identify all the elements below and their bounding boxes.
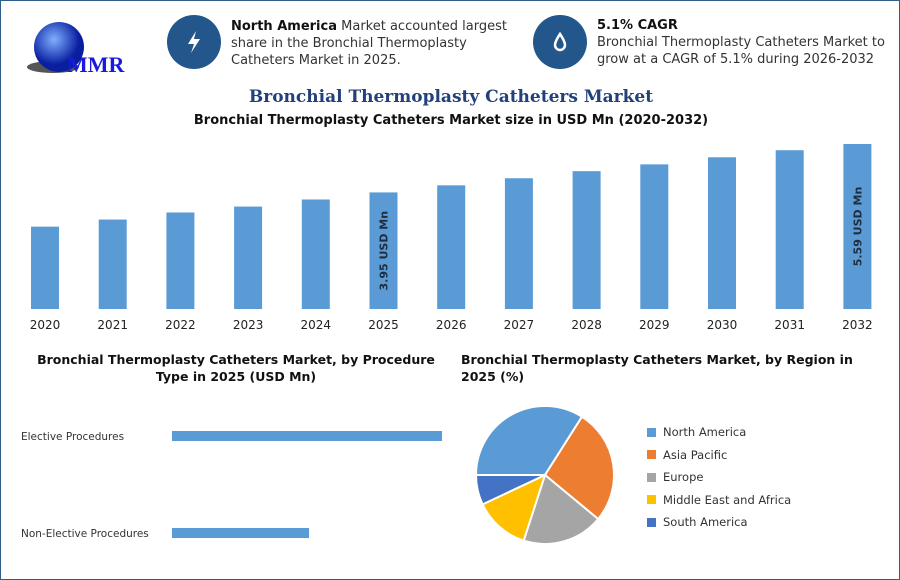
legend-label: South America	[663, 515, 748, 530]
bar-2032	[843, 144, 872, 309]
region-chart-title: Bronchial Thermoplasty Catheters Market,…	[461, 352, 853, 384]
legend-item: Europe	[647, 466, 791, 489]
x-tick-label: 2023	[233, 318, 264, 332]
pie-slice-europe	[522, 473, 600, 545]
bar-2025	[369, 192, 398, 309]
drop-icon	[553, 31, 567, 52]
x-tick-label: 2022	[165, 318, 196, 332]
x-tick-label: 2029	[639, 318, 670, 332]
bar-2022	[166, 212, 195, 309]
pie-slice-asia-pacific	[543, 415, 615, 521]
legend-item: Middle East and Africa	[647, 489, 791, 512]
x-tick-label: 2028	[571, 318, 602, 332]
bar-2028	[572, 171, 601, 309]
highlight-bold: North America	[231, 19, 337, 34]
highlight-text: Market accounted largest share in the Br…	[231, 19, 507, 68]
x-tick-label: 2021	[97, 318, 128, 332]
legend-label: Europe	[663, 470, 704, 485]
mmr-logo: MMR	[19, 15, 139, 77]
x-tick-label: 2030	[707, 318, 738, 332]
pie-slice-south-america	[474, 474, 546, 506]
bar-2031	[775, 150, 804, 309]
x-tick-label: 2031	[774, 318, 805, 332]
bar-chart-title: Bronchial Thermoplasty Catheters Market …	[193, 113, 709, 128]
bar-2027	[504, 178, 533, 309]
legend-swatch	[647, 427, 656, 437]
bar-non-elective-procedures	[172, 528, 310, 538]
bar-2023	[234, 206, 263, 309]
legend-swatch	[647, 517, 656, 527]
legend-item: North America	[647, 421, 791, 444]
x-tick-label: 2025	[368, 318, 399, 332]
pie-legend: North America Asia Pacific Europe Middle Ea…	[647, 421, 791, 534]
x-tick-label: 2032	[842, 318, 873, 332]
bar-2024	[301, 199, 330, 309]
legend-swatch	[647, 495, 656, 505]
market-size-bar-chart: 2020 2021 2022 2023 2024 2025 3.95 USD Mn 2026 2…	[30, 144, 873, 332]
highlight-icon-circle	[167, 15, 221, 69]
bar-2029	[640, 164, 669, 309]
page-title: Bronchial Thermoplasty Catheters Market	[248, 87, 654, 107]
legend-swatch	[647, 450, 656, 460]
x-tick-label: 2026	[436, 318, 467, 332]
procedure-chart-title: Bronchial Thermoplasty Catheters Market,…	[37, 352, 435, 384]
legend-item: South America	[647, 511, 791, 534]
highlight-cagr: 5.1% CAGR Bronchial Thermoplasty Catheter…	[597, 17, 887, 68]
bar-2030	[708, 157, 736, 309]
procedure-bar-chart: Elective Procedures Non-Elective Procedur…	[21, 431, 442, 540]
x-tick-label: 2027	[504, 318, 535, 332]
bar-elective-procedures	[172, 431, 442, 441]
region-pie-chart	[474, 405, 615, 545]
x-tick-label: 2020	[30, 318, 61, 332]
data-label: 5.59 USD Mn	[851, 187, 864, 267]
y-tick-label: Non-Elective Procedures	[21, 528, 149, 540]
bar-2020	[31, 226, 59, 309]
legend-swatch	[647, 472, 656, 482]
pie-slice-middle-east-and-africa	[481, 473, 547, 542]
highlight-text: Bronchial Thermoplasty Catheters Market …	[597, 35, 885, 67]
highlight-bold: 5.1% CAGR	[597, 18, 678, 33]
bar-2021	[98, 219, 127, 309]
y-tick-label: Elective Procedures	[21, 431, 124, 443]
legend-label: Middle East and Africa	[663, 492, 792, 507]
legend-label: North America	[663, 425, 747, 440]
lightning-icon	[188, 31, 200, 53]
x-tick-label: 2024	[301, 318, 332, 332]
legend-label: Asia Pacific	[663, 447, 728, 462]
highlight-icon-circle	[533, 15, 587, 69]
data-label: 3.95 USD Mn	[378, 211, 391, 291]
highlight-north-america: North America Market accounted largest s…	[231, 18, 521, 69]
legend-item: Asia Pacific	[647, 444, 791, 467]
logo-text: MMR	[67, 52, 126, 77]
bar-2026	[437, 185, 466, 309]
